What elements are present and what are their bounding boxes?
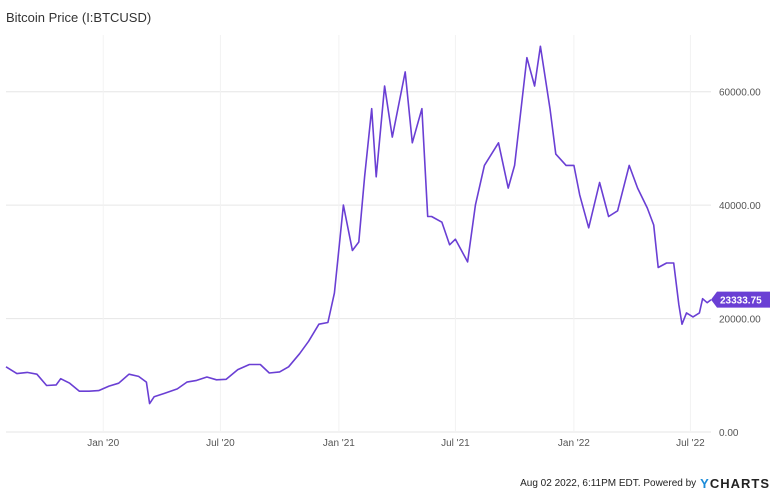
last-value-badge: 23333.75 (711, 291, 770, 308)
footer-powered-by: Powered by (643, 478, 697, 489)
ycharts-logo-text: CHARTS (709, 476, 770, 491)
x-tick-label: Jul '21 (441, 438, 470, 449)
x-tick-label: Jan '20 (87, 438, 119, 449)
y-tick-label: 20000.00 (719, 315, 761, 326)
y-tick-label: 40000.00 (719, 201, 761, 212)
y-axis: 0.00 20000.00 40000.00 60000.00 (719, 88, 761, 439)
last-value-badge-bg (711, 291, 770, 308)
footer: Aug 02 2022, 6:11PM EDT. Powered by YCHA… (520, 476, 770, 491)
y-tick-label: 0.00 (719, 428, 739, 439)
footer-timestamp: Aug 02 2022, 6:11PM EDT. (520, 478, 641, 489)
price-line (5, 45, 712, 405)
ycharts-logo[interactable]: YCHARTS (700, 476, 770, 491)
last-value-label: 23333.75 (720, 296, 762, 307)
x-tick-label: Jul '22 (676, 438, 705, 449)
x-tick-label: Jul '20 (206, 438, 235, 449)
grid-lines (6, 35, 711, 433)
series-layer (5, 45, 712, 405)
x-axis: Jan '20 Jul '20 Jan '21 Jul '21 Jan '22 Jul '… (87, 438, 705, 449)
x-tick-label: Jan '21 (323, 438, 355, 449)
y-tick-label: 60000.00 (719, 88, 761, 99)
chart-title: Bitcoin Price (I:BTCUSD) (6, 10, 152, 25)
ycharts-logo-y: Y (700, 476, 710, 491)
x-tick-label: Jan '22 (558, 438, 590, 449)
